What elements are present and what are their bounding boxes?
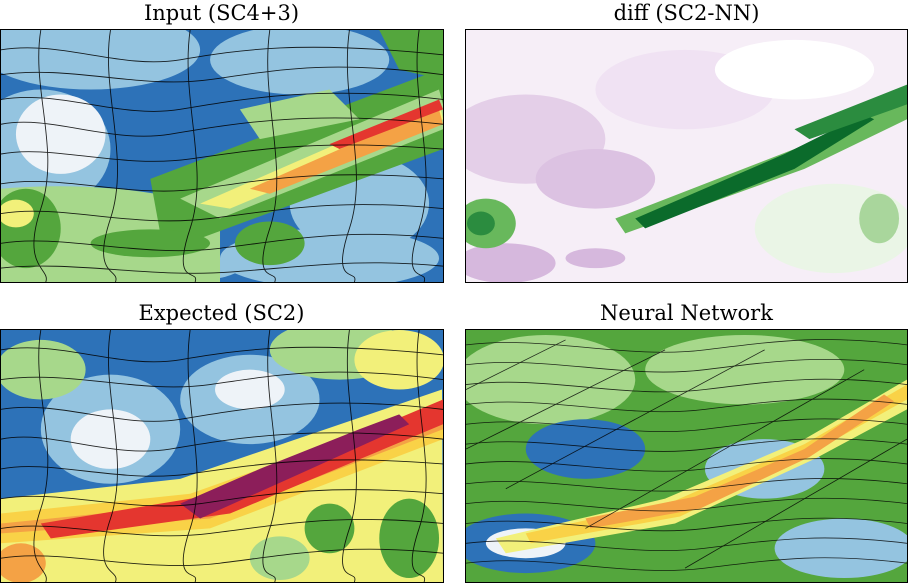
diff-field-image bbox=[466, 30, 907, 282]
neural-network-field-image bbox=[466, 330, 907, 582]
neural-network-field-plot bbox=[465, 329, 908, 583]
expected-field-plot bbox=[0, 329, 444, 583]
panel-title-diff: diff (SC2-NN) bbox=[613, 1, 760, 25]
panel-title-input: Input (SC4+3) bbox=[143, 1, 300, 25]
expected-field-image bbox=[1, 330, 443, 582]
input-field-image bbox=[1, 30, 443, 282]
panel-title-neural-network: Neural Network bbox=[600, 301, 773, 325]
panel-title-expected: Expected (SC2) bbox=[138, 301, 305, 325]
input-field-plot bbox=[0, 29, 444, 283]
diff-field-plot bbox=[465, 29, 908, 283]
